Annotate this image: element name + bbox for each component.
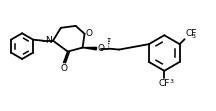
Text: 3: 3 (169, 79, 173, 84)
Text: N: N (45, 36, 52, 45)
Text: O: O (60, 64, 67, 73)
Text: O: O (86, 29, 92, 38)
Text: CF: CF (159, 79, 170, 88)
Polygon shape (83, 47, 97, 50)
Text: 3: 3 (191, 34, 195, 39)
Text: CF: CF (186, 29, 197, 38)
Text: O: O (97, 44, 104, 53)
